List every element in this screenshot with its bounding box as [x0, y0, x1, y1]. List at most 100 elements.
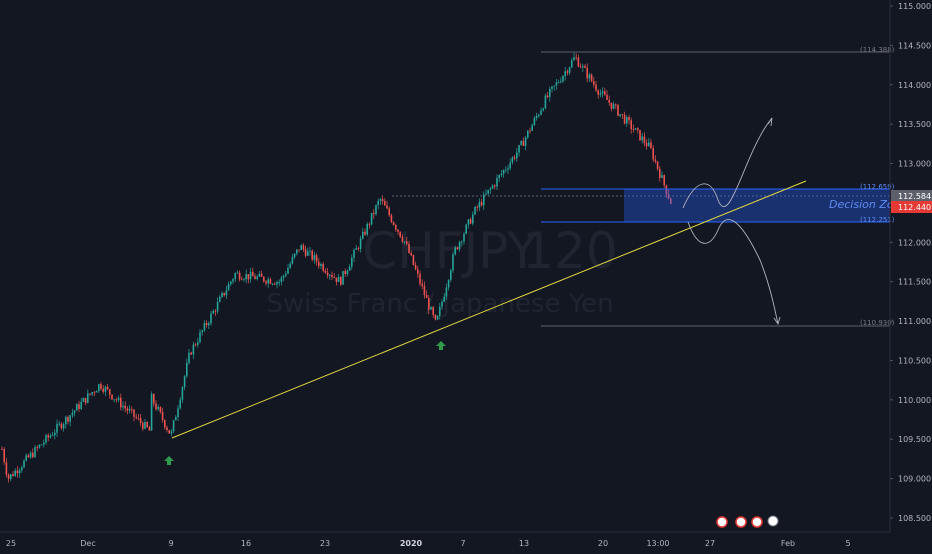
candle-body [588, 74, 591, 79]
candle-body [293, 253, 296, 258]
candle-body [322, 264, 324, 271]
candle-body [401, 237, 404, 242]
candle-body [463, 233, 465, 242]
prior-high-price-tag [891, 190, 932, 202]
candle-body [414, 264, 417, 270]
candle-body [188, 352, 190, 363]
candle-body [542, 108, 544, 111]
candle-body [425, 295, 428, 298]
candle-body [428, 297, 430, 310]
candle-body [164, 420, 166, 428]
time-tick-label: 9 [168, 539, 173, 548]
candle-body [452, 254, 454, 271]
candle-body [606, 94, 608, 100]
candle-body [458, 242, 461, 250]
candle-body [619, 114, 621, 116]
current-price-tag [891, 201, 932, 213]
candle-body [269, 279, 272, 284]
price-tick-label: 114.500 [898, 41, 931, 50]
candle-body [142, 422, 144, 429]
candle-body [210, 313, 212, 324]
candle-body [256, 276, 258, 280]
candle-body [639, 129, 641, 141]
candle-body [131, 409, 133, 411]
candle-body [62, 424, 65, 429]
candle-body [302, 245, 305, 250]
candle-body [89, 393, 91, 395]
candle-body [522, 141, 525, 146]
candle-body [47, 435, 49, 438]
candle-body [280, 277, 283, 282]
candle-body [386, 205, 388, 209]
candle-body [258, 273, 261, 277]
candle-body [133, 409, 135, 417]
candle-body [56, 423, 58, 433]
candle-body [650, 142, 652, 149]
candle-body [555, 82, 558, 86]
candle-body [595, 84, 597, 91]
candle-body [326, 272, 329, 276]
candle-body [412, 254, 415, 265]
time-tick-label: 23 [320, 539, 330, 548]
candle-body [344, 271, 346, 275]
candle-body [621, 114, 624, 115]
candle-body [161, 411, 164, 421]
candle-body [487, 189, 489, 194]
candle-body [221, 292, 223, 297]
candle-body [586, 67, 588, 79]
candle-body [155, 403, 157, 410]
candle-body [612, 104, 615, 109]
time-tick-label: 16 [241, 539, 251, 548]
candle-body [120, 397, 122, 408]
candle-body [7, 474, 10, 479]
candle-body [287, 267, 289, 274]
candle-body [12, 474, 14, 476]
candle-body [298, 249, 300, 251]
price-tick-label: 113.500 [898, 120, 931, 129]
candle-body [626, 117, 628, 124]
candle-body [199, 332, 201, 343]
candle-body [395, 224, 397, 230]
candle-body [16, 470, 19, 474]
candle-body [469, 219, 472, 224]
price-tick-label: 114.000 [898, 81, 931, 90]
current-price-text: 112.440 [898, 203, 931, 212]
candle-body [296, 249, 298, 254]
candle-body [38, 444, 41, 448]
candle-body [342, 271, 344, 285]
candle-body [546, 95, 549, 97]
price-tick-label: 115.000 [898, 2, 931, 11]
candle-body [540, 110, 542, 115]
candle-body [390, 215, 393, 223]
candle-body [146, 421, 148, 428]
candle-body [362, 231, 364, 239]
candle-body [476, 206, 478, 208]
candle-body [241, 279, 243, 281]
candle-body [518, 145, 520, 153]
candle-body [148, 427, 151, 431]
candle-body [397, 229, 399, 232]
candle-body [18, 470, 21, 474]
candle-body [489, 188, 492, 190]
candle-body [357, 248, 360, 250]
candle-body [223, 292, 225, 296]
candle-body [509, 162, 511, 169]
candle-body [447, 280, 450, 288]
time-tick-label: Dec [80, 539, 95, 548]
candle-body [43, 442, 45, 445]
up-arrow-icon [436, 341, 446, 350]
candle-body [249, 271, 252, 280]
candle-body [267, 279, 269, 284]
candle-body [366, 223, 368, 235]
candle-body [474, 206, 476, 215]
candle-body [399, 231, 401, 238]
candle-body [315, 255, 318, 262]
candle-body [584, 66, 586, 68]
candle-body [291, 257, 294, 264]
candle-body [593, 81, 595, 85]
candle-body [1, 449, 3, 450]
time-tick-label: 2020 [400, 539, 423, 548]
candle-body [410, 252, 412, 255]
candle-body [641, 136, 643, 141]
